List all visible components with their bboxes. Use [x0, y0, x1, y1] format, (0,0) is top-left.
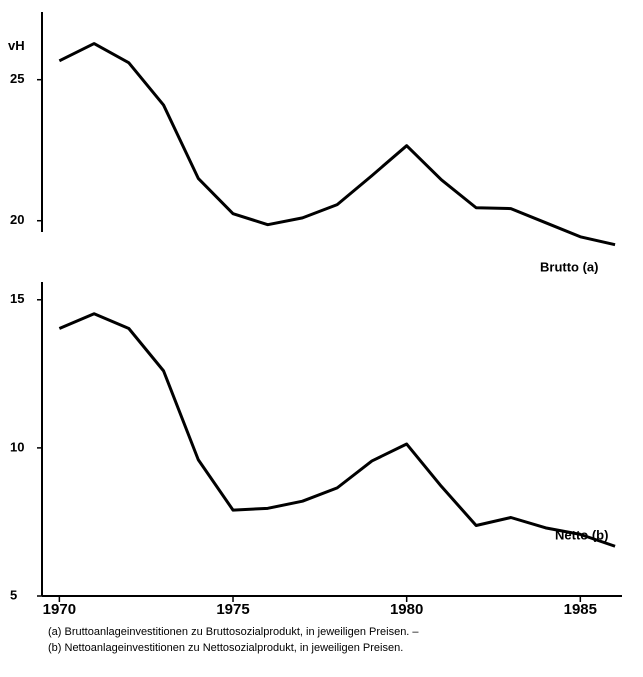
x-tick-label: 1970 [43, 601, 76, 618]
y-tick-label: 25 [10, 71, 24, 86]
series-label: Brutto (a) [540, 259, 599, 274]
series-label: Netto (b) [555, 527, 608, 542]
data-line [58, 42, 616, 247]
y-tick-label: 5 [10, 587, 17, 602]
y-tick-label: 15 [10, 291, 24, 306]
y-tick-label: 20 [10, 212, 24, 227]
x-tick-label: 1980 [390, 601, 423, 618]
x-tick-label: 1985 [564, 601, 597, 618]
y-tick-label: 10 [10, 439, 24, 454]
footnote: (b) Nettoanlageinvestitionen zu Nettosoz… [48, 642, 403, 654]
y-axis-label: vH [8, 38, 25, 53]
x-tick-label: 1975 [216, 601, 249, 618]
data-line [58, 312, 616, 548]
footnote: (a) Bruttoanlageinvestitionen zu Bruttos… [48, 626, 419, 638]
